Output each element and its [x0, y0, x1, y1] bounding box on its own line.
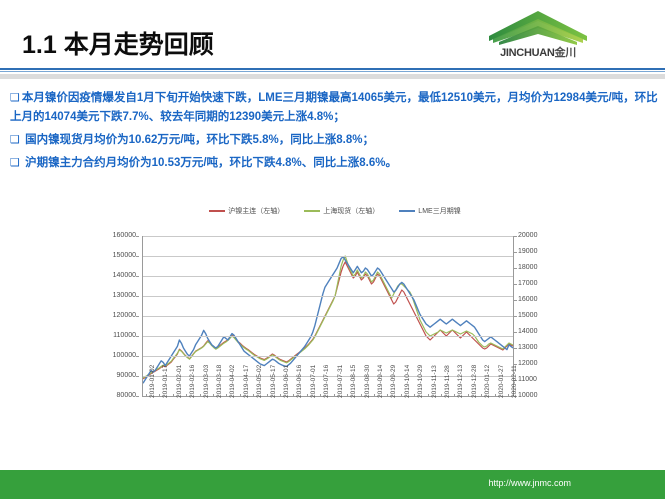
- gridline: [143, 376, 513, 377]
- left-value-axis: 80000 90000 100000 110000 120000 130000 140000…: [95, 232, 139, 399]
- chart-plot-area: [142, 236, 514, 397]
- x-axis-tick-label: 2019-03-18: [216, 364, 224, 398]
- right-axis-tick-label: 17000: [518, 280, 538, 287]
- gridline: [143, 336, 513, 337]
- price-trend-chart: 沪镍主连（左轴） 上海现货（左轴） LME三月期镍 80000 90000 100000…: [95, 200, 575, 460]
- series-line-2: [143, 256, 513, 384]
- category-axis: 2019-01-02 2019-01-17 2019-02-01 2019-02-16…: [142, 365, 518, 458]
- slide-header: 1.1 本月走势回顾 JINCHUAN金川: [0, 0, 665, 79]
- left-axis-tick-label: 80000: [116, 392, 136, 399]
- x-axis-tick-label: 2019-09-14: [376, 364, 384, 398]
- x-axis-tick-label: 2019-07-31: [336, 364, 344, 398]
- x-axis-tick-label: 2019-07-01: [309, 364, 317, 398]
- left-axis-tick-label: 140000: [112, 272, 136, 279]
- x-axis-tick-label: 2019-01-17: [162, 364, 170, 398]
- bullet-marker-icon: ❑: [10, 156, 20, 169]
- bullet-marker-icon: ❑: [10, 133, 20, 146]
- x-axis-tick-label: 2019-06-01: [283, 364, 291, 398]
- x-axis-tick-label: 2019-03-03: [202, 364, 210, 398]
- left-axis-tick-label: 130000: [112, 292, 136, 299]
- bullet-item-2: ❑ 国内镍现货月均价为10.62万元/吨，环比下跌5.8%，同比上涨8.8%；: [10, 130, 658, 150]
- x-axis-tick-label: 2019-12-13: [457, 364, 465, 398]
- right-value-axis: 10000 11000 12000 13000 14000 15000 16000 17000…: [514, 232, 558, 399]
- right-axis-tick-label: 11000: [518, 376, 537, 383]
- x-axis-tick-label: 2019-02-16: [189, 364, 197, 398]
- left-axis-tick-label: 110000: [113, 332, 136, 339]
- page-title: 1.1 本月走势回顾: [22, 31, 214, 59]
- legend-label: 上海现货（左轴）: [323, 208, 380, 215]
- logo-text-cn: 金川: [554, 47, 577, 59]
- left-axis-tick-label: 160000: [112, 232, 136, 239]
- right-axis-tick-label: 18000: [518, 264, 538, 271]
- x-axis-tick-label: 2019-08-30: [363, 364, 371, 398]
- right-axis-tick-label: 14000: [518, 328, 538, 335]
- x-axis-tick-label: 2019-04-17: [242, 364, 250, 398]
- logo-text-en: JINCHUAN: [500, 47, 555, 59]
- x-axis-tick-label: 2020-01-27: [497, 364, 505, 398]
- legend-swatch-icon: [209, 210, 226, 212]
- legend-item-1: 上海现货（左轴）: [304, 206, 379, 216]
- x-axis-tick-label: 2019-11-13: [430, 365, 438, 398]
- legend-item-2: LME三月期镍: [399, 206, 461, 216]
- gridline: [143, 256, 513, 257]
- legend-swatch-icon: [399, 210, 416, 212]
- header-divider-grey: [0, 74, 665, 79]
- x-axis-tick-label: 2019-07-16: [323, 364, 331, 398]
- x-axis-tick-label: 2019-08-15: [350, 364, 358, 398]
- logo-wordmark: JINCHUAN金川: [483, 44, 593, 60]
- bullet-text-1: 本月镍价因疫情爆发自1月下旬开始快速下跌，LME三月期镍最高14065美元，最低…: [10, 92, 658, 123]
- x-axis-tick-label: 2019-01-02: [149, 364, 156, 398]
- summary-bullets: ❑ 本月镍价因疫情爆发自1月下旬开始快速下跌，LME三月期镍最高14065美元，最…: [10, 88, 658, 176]
- x-axis-tick-label: 2019-09-29: [390, 364, 398, 398]
- x-axis-tick-label: 2019-11-28: [443, 365, 451, 398]
- x-axis-tick-label: 2019-05-02: [256, 364, 264, 398]
- left-axis-tick-label: 150000: [112, 252, 136, 259]
- jinchuan-mountain-icon: [489, 11, 587, 45]
- right-axis-tick-label: 19000: [518, 248, 538, 255]
- gridline: [143, 236, 513, 237]
- gridline: [143, 296, 513, 297]
- x-axis-tick-label: 2019-10-29: [417, 364, 425, 398]
- series-line-0: [143, 261, 513, 380]
- legend-label: LME三月期镍: [418, 208, 461, 215]
- slide-footer: http://www.jnmc.com: [0, 470, 665, 499]
- right-axis-tick-label: 16000: [518, 296, 538, 303]
- right-axis-tick-label: 20000: [518, 232, 538, 239]
- header-divider-primary: [0, 68, 665, 70]
- legend-label: 沪镍主连（左轴）: [228, 208, 285, 215]
- right-axis-tick-label: 13000: [518, 344, 538, 351]
- series-line-1: [143, 255, 513, 379]
- left-axis-tick-label: 120000: [112, 312, 136, 319]
- chart-series-lines: [143, 255, 513, 384]
- left-axis-tick-label: 100000: [112, 352, 136, 359]
- x-axis-tick-label: 2020-01-12: [484, 364, 492, 398]
- bullet-marker-icon: ❑: [10, 91, 20, 104]
- left-axis-tick-label: 90000: [116, 372, 136, 379]
- x-axis-tick-label: 2019-05-17: [269, 364, 277, 398]
- x-axis-tick-label: 2019-12-28: [470, 364, 478, 398]
- footer-website-url: http://www.jnmc.com: [488, 478, 571, 488]
- bullet-item-1: ❑ 本月镍价因疫情爆发自1月下旬开始快速下跌，LME三月期镍最高14065美元，最…: [10, 88, 658, 127]
- right-axis-tick-label: 12000: [518, 360, 538, 367]
- company-logo: JINCHUAN金川: [483, 9, 593, 64]
- x-axis-tick-label: 2019-02-01: [175, 364, 183, 398]
- x-axis-tick-label: 2020-02-11: [511, 365, 518, 398]
- gridline: [143, 316, 513, 317]
- gridline: [143, 356, 513, 357]
- gridline: [143, 276, 513, 277]
- bullet-text-2: 国内镍现货月均价为10.62万元/吨，环比下跌5.8%，同比上涨8.8%；: [25, 134, 374, 146]
- chart-legend: 沪镍主连（左轴） 上海现货（左轴） LME三月期镍: [95, 204, 575, 218]
- bullet-text-3: 沪期镍主力合约月均价为10.53万元/吨，环比下跌4.8%、同比上涨8.6%。: [25, 157, 397, 169]
- x-axis-tick-label: 2019-10-14: [403, 364, 411, 398]
- bullet-item-3: ❑ 沪期镍主力合约月均价为10.53万元/吨，环比下跌4.8%、同比上涨8.6%…: [10, 153, 658, 173]
- x-axis-tick-label: 2019-06-16: [296, 364, 304, 398]
- right-axis-tick-label: 10000: [518, 392, 538, 399]
- right-axis-tick-label: 15000: [518, 312, 538, 319]
- legend-item-0: 沪镍主连（左轴）: [209, 206, 284, 216]
- header-divider-secondary: [0, 71, 665, 72]
- legend-swatch-icon: [304, 210, 321, 212]
- x-axis-tick-label: 2019-04-02: [229, 364, 237, 398]
